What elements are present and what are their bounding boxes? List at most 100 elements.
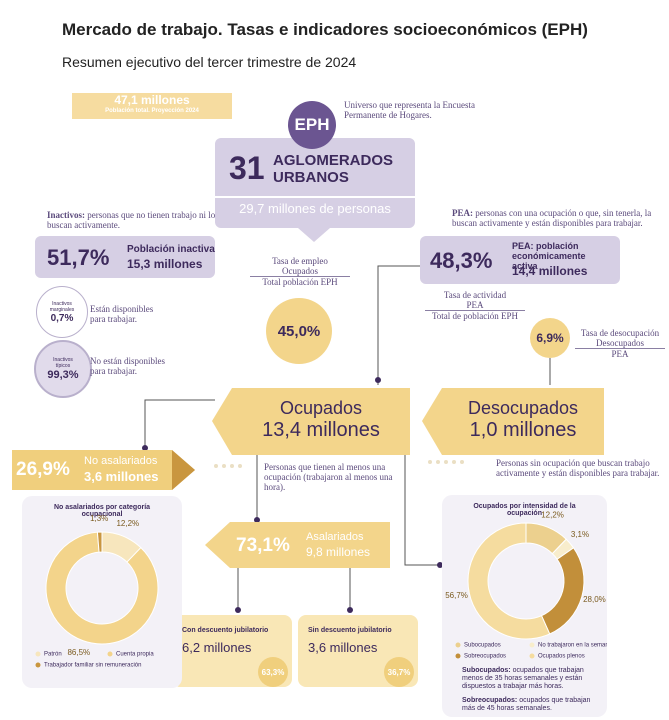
legend-label: No trabajaron en la semana [538, 643, 607, 649]
no-asalariados-label: No asalariados [84, 455, 158, 467]
desocupados-note: Personas sin ocupación que buscan trabaj… [496, 458, 660, 478]
population-bar: 47,1 millones Población total. Proyecció… [72, 93, 232, 119]
aglomerados-number: 31 [229, 150, 265, 186]
dot [347, 607, 353, 613]
marginales-circle: Inactivos marginales 0,7% [36, 286, 88, 338]
denominator: PEA [611, 349, 629, 359]
marginales-note: Están disponibles para trabajar. [90, 304, 154, 324]
inactivos-box: 51,7% Población inactiva 15,3 millones [35, 236, 215, 278]
eph-description: Universo que representa la Encuesta Perm… [344, 100, 475, 120]
term: Sobreocupados: [462, 697, 518, 704]
dot-deco [238, 464, 242, 468]
legend-label: Sobreocupados [464, 654, 506, 660]
inactivos-label: Población inactiva [127, 244, 215, 255]
definition: Subocupados: ocupados que trabajan menos… [462, 667, 597, 691]
ocupados-shape [212, 388, 410, 455]
con-descuento-amount: 6,2 millones [182, 640, 252, 655]
term: PEA: [452, 208, 473, 218]
legend-label: Trabajador familiar sin remuneración [44, 663, 142, 669]
dot [254, 517, 260, 523]
connector [144, 399, 215, 448]
dot-deco [460, 460, 464, 464]
tasa-empleo: Tasa de empleo Ocupados Total población … [250, 256, 350, 287]
legend-swatch [455, 642, 461, 648]
sin-descuento-amount: 3,6 millones [308, 640, 378, 655]
desocupados-label: Desocupados [467, 398, 579, 418]
text: ocupados que trabajan menos de 35 horas … [462, 667, 584, 690]
ocupados-amount: 13,4 millones [262, 419, 380, 441]
dot [142, 445, 148, 451]
pencil-tip [172, 450, 195, 490]
icon-label: Inactivos marginales [49, 300, 75, 313]
desocupados-shape [422, 388, 604, 455]
no-asalariados-shape [12, 450, 195, 490]
aglomerados-label: AGLOMERADOS URBANOS [273, 152, 393, 186]
dot-deco [222, 464, 226, 468]
definition: personas con una ocupación o que, sin te… [452, 208, 652, 228]
dot-deco [452, 460, 456, 464]
term: Subocupados: [462, 667, 511, 674]
pea-amount: 14,4 millones [512, 264, 588, 278]
data-label: 28,0% [583, 595, 606, 604]
legend-label: Ocupados plenos [538, 654, 585, 660]
dot-deco [444, 460, 448, 464]
donut-slice [45, 531, 159, 645]
asalariados-label: Asalariados [306, 531, 364, 543]
separator [215, 196, 415, 198]
asalariados-amount: 9,8 millones [306, 545, 371, 559]
legend-label: Cuenta propia [116, 652, 154, 658]
subtitle: Resumen ejecutivo del tercer trimestre d… [62, 54, 357, 70]
icon-label: Inactivos típicos [53, 357, 73, 369]
tasa-empleo-value: 45,0% [266, 298, 332, 364]
asalariados-shape [205, 522, 390, 568]
dot-deco [214, 464, 218, 468]
definition: personas que no tienen trabajo ni lo bus… [47, 210, 216, 230]
chart-panel: No asalariados por categoría ocupacional… [22, 496, 182, 688]
inactivos-definition: Inactivos: personas que no tienen trabaj… [47, 210, 217, 230]
chart-title: Ocupados por intensidad de la ocupación [473, 503, 576, 517]
connector [377, 265, 420, 385]
text: ocupados que trabajan más de 45 horas se… [462, 697, 591, 712]
sin-descuento-box: Sin descuento jubilatorio 3,6 millones 3… [298, 615, 418, 687]
data-label: 12,2% [541, 510, 564, 519]
legend-swatch [107, 651, 113, 657]
chart-title: No asalariados por categoría ocupacional [53, 504, 151, 518]
data-label: 1,3% [90, 514, 108, 523]
donut-slice [96, 531, 103, 553]
ocupados-note: Personas que tienen al menos una ocupaci… [264, 462, 393, 492]
no-asalariados-amount: 3,6 millones [84, 469, 159, 484]
title: Mercado de trabajo. Tasas e indicadores … [62, 20, 588, 39]
numerator: Ocupados [250, 266, 350, 277]
tipicos-note: No están disponibles para trabajar. [90, 356, 165, 376]
label: Tasa de empleo [272, 256, 328, 266]
denominator: Total de población EPH [431, 311, 519, 321]
inactivos-amount: 15,3 millones [127, 257, 203, 271]
legend-label: Subocupados [464, 643, 501, 649]
dot [235, 607, 241, 613]
marginales-pct: 0,7% [50, 312, 74, 324]
connector [404, 455, 440, 566]
pea-definition: PEA: personas con una ocupación o que, s… [452, 208, 657, 228]
donut-chart: 12,2% Patrón 86,5% Cuenta propia 1,3% Trabaja… [35, 514, 159, 669]
donut-slice [540, 547, 585, 635]
definition: Sobreocupados: ocupados que trabajan más… [462, 697, 597, 713]
sin-descuento-pct: 36,7% [384, 657, 414, 687]
label: Tasa de desocupación [580, 328, 660, 338]
aglomerados-box: 31 AGLOMERADOS URBANOS 29,7 millones de … [215, 138, 415, 228]
donut-chart: 12,2% Subocupados 3,1% No trabajaron en la … [445, 510, 607, 660]
dot-deco [230, 464, 234, 468]
pointer [298, 228, 330, 242]
donut-slice [467, 522, 551, 640]
tasa-desocupacion: Tasa de desocupación Desocupados PEA [575, 328, 665, 359]
sin-descuento-label: Sin descuento jubilatorio [308, 627, 392, 634]
legend-swatch [35, 662, 41, 668]
term: Inactivos: [47, 210, 85, 220]
pea-label: PEA: población económicamente activa [512, 241, 586, 271]
population-amount: 47,1 millones [114, 93, 190, 107]
ocupados-label: Ocupados [279, 398, 363, 418]
aglomerados-persons: 29,7 millones de personas [239, 201, 391, 216]
legend-label: Patrón [44, 652, 62, 658]
